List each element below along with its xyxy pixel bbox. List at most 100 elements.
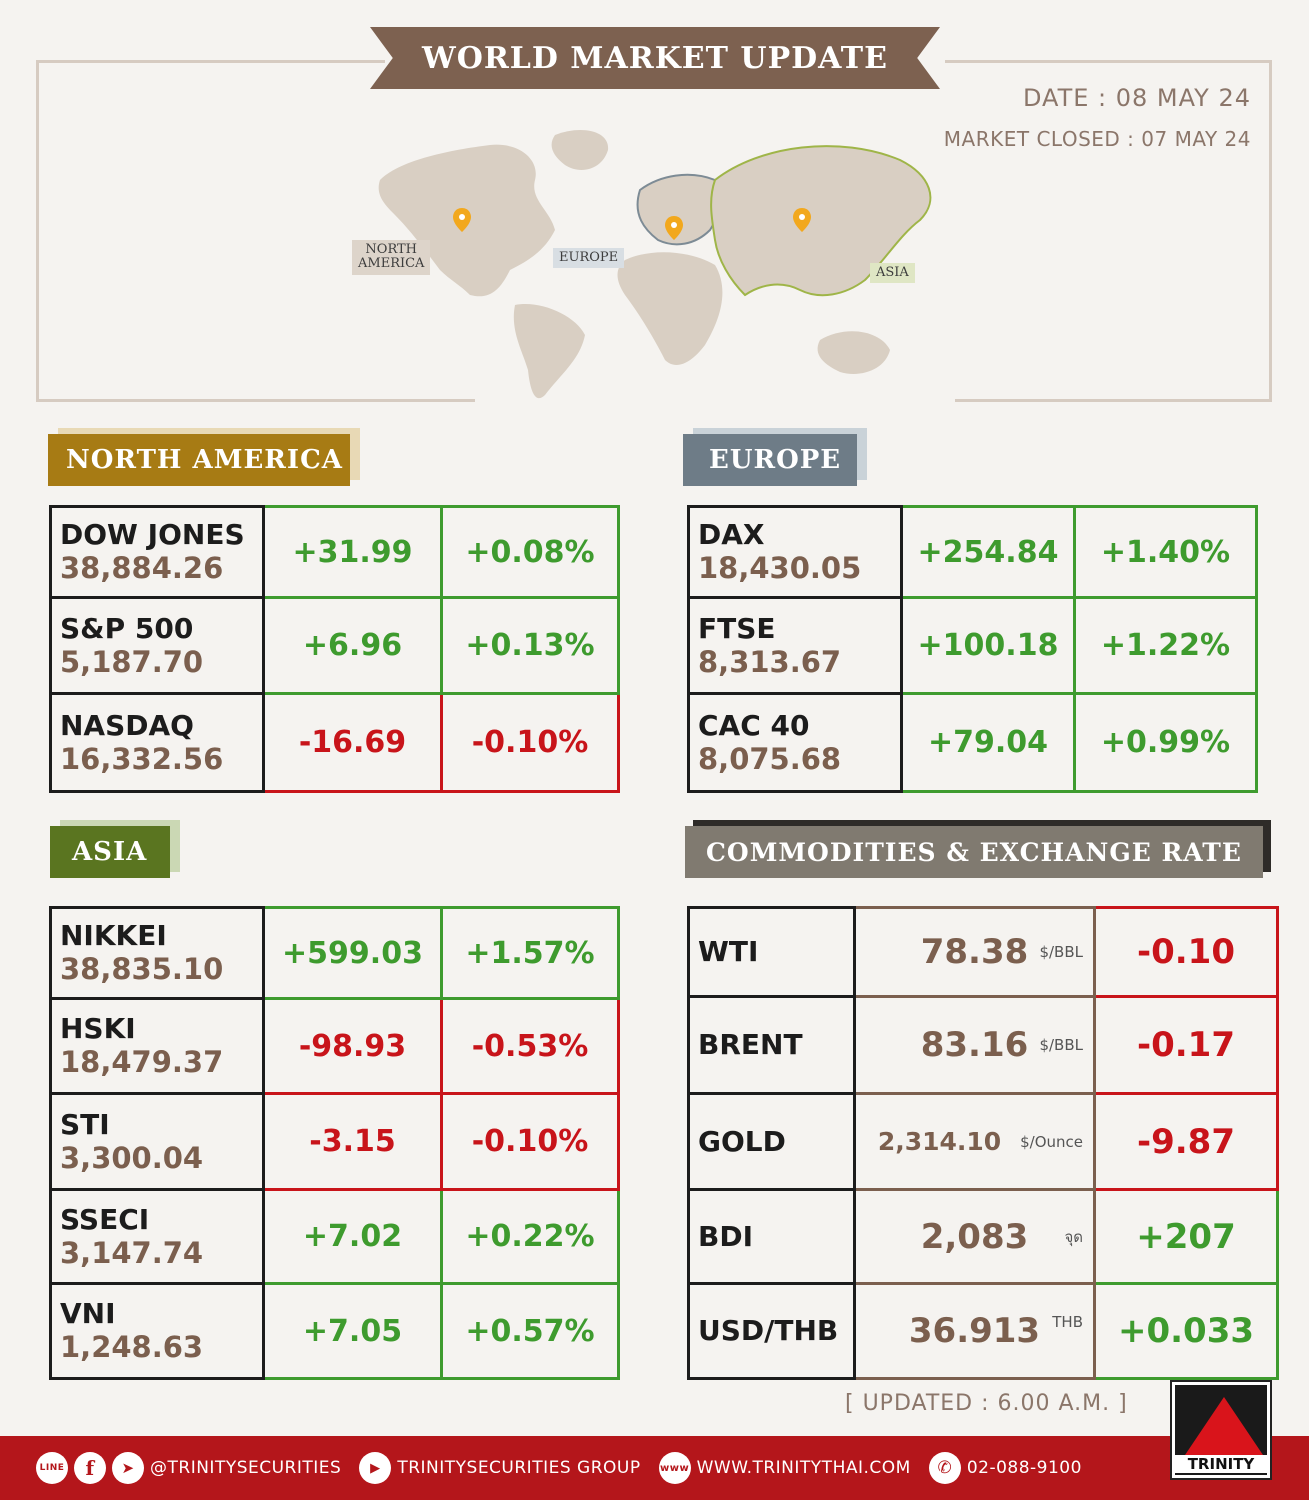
north-america-table: DOW JONES 38,884.26 +31.99 +0.08% S&P 500… (49, 505, 620, 793)
telegram-icon[interactable]: ➤ (112, 1452, 144, 1484)
table-row: DOW JONES 38,884.26 +31.99 +0.08% (49, 505, 620, 599)
page-title: WORLD MARKET UPDATE (422, 40, 888, 76)
asia-pin-icon (793, 208, 811, 232)
report-date: DATE : 08 MAY 24 (1022, 84, 1251, 112)
world-map: NORTH AMERICA EUROPE ASIA (340, 120, 960, 410)
commodities-table: WTI 78.38 $/BBL -0.10 BRENT 83.16 $/BBL -0… (687, 906, 1279, 1380)
map-label-north-america: NORTH AMERICA (352, 240, 431, 275)
index-change-percent: -0.53% (440, 997, 620, 1095)
north-america-pin-icon (453, 208, 471, 232)
commodity-value: 83.16 (920, 1025, 1029, 1065)
index-change: +31.99 (262, 505, 443, 599)
table-row: BDI 2,083 จุด +207 (687, 1188, 1279, 1285)
index-change: +599.03 (262, 906, 443, 1000)
commodity-name: WTI (698, 935, 759, 968)
phone-icon[interactable]: ✆ (928, 1452, 961, 1484)
index-value: 38,884.26 (60, 551, 224, 585)
youtube-link[interactable]: TRINITYSECURITIES GROUP (397, 1458, 641, 1478)
index-name: DOW JONES (60, 518, 245, 551)
index-change: +254.84 (900, 505, 1076, 599)
index-value: 18,479.37 (60, 1045, 224, 1079)
index-value: 18,430.05 (698, 551, 862, 585)
index-change: +6.96 (262, 596, 443, 695)
commodity-value: 36.913 (908, 1311, 1041, 1351)
commodity-value: 2,314.10 (877, 1127, 1002, 1156)
map-label-europe: EUROPE (553, 248, 625, 269)
phone-number[interactable]: 02-088-9100 (966, 1458, 1082, 1478)
facebook-icon[interactable]: f (74, 1452, 106, 1484)
index-value: 3,300.04 (60, 1140, 204, 1175)
commodity-unit: จุด (1064, 1227, 1083, 1246)
youtube-icon[interactable]: ▶ (359, 1452, 392, 1484)
world-map-graphic (378, 130, 932, 399)
index-value: 8,313.67 (698, 644, 842, 679)
index-name: S&P 500 (60, 611, 194, 645)
commodity-name: USD/THB (698, 1314, 839, 1347)
social-handle-link[interactable]: @TRINITYSECURITIES (150, 1458, 342, 1478)
africa-landmass (617, 252, 723, 365)
index-change: +100.18 (900, 596, 1076, 695)
table-row: S&P 500 5,187.70 +6.96 +0.13% (49, 596, 620, 695)
title-ribbon: WORLD MARKET UPDATE (370, 27, 940, 89)
index-change-percent: +0.22% (440, 1188, 620, 1285)
index-change-percent: +0.99% (1073, 692, 1258, 793)
commodity-value: 78.38 (920, 932, 1029, 972)
index-change-percent: +1.22% (1073, 596, 1258, 695)
greenland-landmass (551, 130, 609, 170)
index-value: 38,835.10 (60, 952, 224, 986)
index-change: -98.93 (262, 997, 443, 1095)
index-name: VNI (60, 1297, 116, 1330)
line-icon[interactable]: LINE (36, 1452, 68, 1484)
table-row: NASDAQ 16,332.56 -16.69 -0.10% (49, 692, 620, 793)
map-label-asia: ASIA (870, 263, 915, 284)
table-row: CAC 40 8,075.68 +79.04 +0.99% (687, 692, 1258, 793)
index-change: +7.05 (262, 1282, 443, 1380)
australia-landmass (817, 331, 890, 374)
index-name: NIKKEI (60, 919, 167, 952)
table-row: SSECI 3,147.74 +7.02 +0.22% (49, 1188, 620, 1285)
index-change-percent: +1.57% (440, 906, 620, 1000)
asia-table: NIKKEI 38,835.10 +599.03 +1.57% HSKI 18,47… (49, 906, 620, 1380)
commodity-name: BDI (698, 1219, 754, 1253)
index-change-percent: -0.10% (440, 692, 620, 793)
section-tag-commodities: COMMODITIES & EXCHANGE RATE (685, 820, 1271, 878)
logo-triangle-icon (1185, 1397, 1263, 1455)
index-change: +79.04 (900, 692, 1076, 793)
commodity-value-cell: 83.16 $/BBL (853, 995, 1096, 1095)
index-value: 8,075.68 (698, 741, 842, 776)
europe-table: DAX 18,430.05 +254.84 +1.40% FTSE 8,313.67… (687, 505, 1258, 793)
section-tag-europe: EUROPE (683, 428, 867, 486)
south-america-landmass (513, 304, 585, 399)
commodity-name: GOLD (698, 1124, 786, 1158)
table-row: BRENT 83.16 $/BBL -0.17 (687, 995, 1279, 1095)
index-name: CAC 40 (698, 708, 810, 742)
commodity-value-cell: 2,083 จุด (853, 1188, 1096, 1285)
index-change-percent: +0.57% (440, 1282, 620, 1380)
table-row: FTSE 8,313.67 +100.18 +1.22% (687, 596, 1258, 695)
updated-time: [ UPDATED : 6.00 A.M. ] (845, 1391, 1128, 1416)
index-value: 3,147.74 (60, 1235, 204, 1270)
www-icon[interactable]: www (658, 1452, 691, 1484)
asia-landmass (710, 145, 932, 297)
table-row: WTI 78.38 $/BBL -0.10 (687, 906, 1279, 998)
trinity-logo: TRINITY (1170, 1380, 1272, 1480)
commodity-change: -0.10 (1093, 906, 1279, 998)
commodity-change: -9.87 (1093, 1092, 1279, 1191)
website-link[interactable]: WWW.TRINITYTHAI.COM (696, 1458, 911, 1478)
footer-bar: LINE f ➤ @TRINITYSECURITIES ▶ TRINITYSEC… (0, 1436, 1309, 1500)
index-name: DAX (698, 518, 765, 551)
commodity-unit: THB (1052, 1312, 1083, 1331)
table-row: DAX 18,430.05 +254.84 +1.40% (687, 505, 1258, 599)
index-value: 5,187.70 (60, 644, 204, 679)
index-name: NASDAQ (60, 708, 194, 742)
commodity-value-cell: 36.913 THB (853, 1282, 1096, 1380)
commodity-value-cell: 2,314.10 $/Ounce (853, 1092, 1096, 1191)
table-row: USD/THB 36.913 THB +0.033 (687, 1282, 1279, 1380)
index-name: SSECI (60, 1202, 150, 1236)
table-row: VNI 1,248.63 +7.05 +0.57% (49, 1282, 620, 1380)
index-change: -16.69 (262, 692, 443, 793)
index-value: 16,332.56 (60, 741, 224, 776)
table-row: HSKI 18,479.37 -98.93 -0.53% (49, 997, 620, 1095)
commodity-value-cell: 78.38 $/BBL (853, 906, 1096, 998)
index-change-percent: +0.08% (440, 505, 620, 599)
